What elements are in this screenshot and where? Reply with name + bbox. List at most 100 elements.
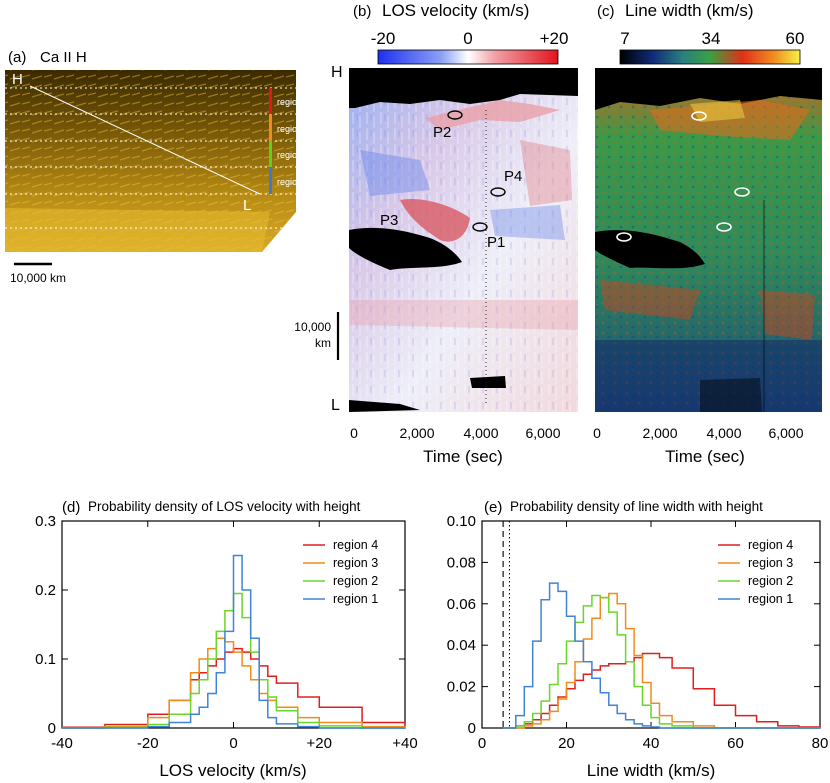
y-tick-label: 0.02: [447, 679, 476, 696]
x-tick-label: -40: [51, 735, 73, 752]
point-markers-b: [371, 110, 506, 242]
x-tick-label: 80: [812, 735, 829, 752]
series-line-region-1: [62, 554, 405, 729]
y-tick-label: 0: [48, 720, 56, 737]
region-label-2: region 2: [277, 150, 310, 160]
height-scale-unit: km: [315, 336, 331, 350]
line-width-map: [595, 68, 822, 412]
p3-label: P3: [380, 212, 398, 229]
panel-e-chart: (e) Probability density of line width wi…: [447, 499, 829, 780]
legend-label: region 1: [333, 592, 378, 606]
panel-d-series: [62, 554, 406, 729]
legend-label: region 4: [333, 538, 378, 552]
panel-d-title: Probability density of LOS velocity with…: [88, 499, 361, 514]
panel-b: (b) LOS velocity (km/s) -20 0 +20 H L 10…: [294, 1, 578, 466]
legend-label: region 3: [333, 556, 378, 570]
panel-a: (a) Ca II H H L region 4 region 3 region…: [5, 49, 310, 285]
p3-marker-c: [616, 232, 632, 242]
panel-b-xtick: 2,000: [399, 425, 434, 441]
series-line-region-4: [503, 652, 821, 729]
height-scale-value: 10,000: [294, 320, 331, 334]
panel-b-xlabel: Time (sec): [423, 447, 503, 466]
y-tick-label: 0.08: [447, 554, 476, 571]
y-tick-label: 0.06: [447, 596, 476, 613]
series-line-region-1: [503, 582, 820, 729]
slit-bottom-marker: L: [243, 197, 251, 214]
velocity-colorbar-tick-mid: 0: [463, 29, 472, 48]
panel-c-xticks: 0 2,000 4,000 6,000: [593, 425, 804, 441]
region-guide-lines: [5, 87, 296, 229]
slit-bottom-marker-b: L: [331, 397, 340, 414]
panel-d-chart: (d) Probability density of LOS velocity …: [35, 499, 418, 780]
panel-e-xlabel: Line width (km/s): [587, 761, 715, 780]
velocity-colorbar-tick-min: -20: [371, 29, 396, 48]
x-tick-label: 0: [229, 735, 237, 752]
p2-label: P2: [433, 124, 451, 141]
panel-c-label: (c): [597, 3, 615, 20]
region-label-1: region 1: [277, 177, 310, 187]
panel-c-xtick: 0: [593, 425, 601, 441]
p1-marker: [472, 222, 488, 232]
velocity-map: [349, 68, 578, 412]
panel-e-ticks: 0 20 40 60 80 0 0.02 0.04 0.06 0.08 0.10: [447, 513, 829, 752]
region-label-4: region 4: [277, 97, 310, 107]
y-tick-label: 0.1: [35, 651, 56, 668]
legend-label: region 3: [748, 556, 793, 570]
region-bar-3: [269, 114, 272, 141]
region-bar-4: [269, 88, 272, 114]
x-tick-label: -20: [137, 735, 159, 752]
slit-top-marker-b: H: [331, 64, 343, 81]
x-tick-label: 60: [727, 735, 744, 752]
panel-c-xlabel: Time (sec): [665, 447, 745, 466]
x-tick-label: 0: [478, 735, 486, 752]
x-tick-label: 40: [643, 735, 660, 752]
panel-b-title: LOS velocity (km/s): [382, 1, 529, 20]
region-bar-1: [269, 167, 272, 194]
region-bar-2: [269, 141, 272, 167]
slit-path-line: [29, 85, 261, 195]
legend-label: region 2: [748, 574, 793, 588]
slit-top-marker: H: [12, 71, 23, 88]
panel-b-xtick: 0: [350, 425, 358, 441]
legend-label: region 4: [748, 538, 793, 552]
x-tick-label: +40: [392, 735, 417, 752]
width-colorbar-tick-mid: 34: [702, 29, 721, 48]
x-tick-label: 20: [558, 735, 575, 752]
p1-marker-c: [716, 222, 732, 232]
panel-e-series: [503, 582, 821, 729]
panel-b-xticks: 0 2,000 4,000 6,000: [350, 425, 561, 441]
panel-c-xtick: 4,000: [706, 425, 741, 441]
point-markers-c: [616, 111, 750, 242]
panel-e-legend: region 4 region 3 region 2 region 1: [718, 538, 793, 606]
width-colorbar-tick-max: 60: [786, 29, 805, 48]
y-tick-label: 0.3: [35, 513, 56, 530]
velocity-colorbar-tick-max: +20: [540, 29, 569, 48]
panel-b-label: (b): [353, 3, 371, 20]
p4-marker-c: [734, 187, 750, 197]
y-tick-label: 0.2: [35, 582, 56, 599]
panel-b-xtick: 6,000: [525, 425, 560, 441]
series-line-region-2: [503, 594, 820, 729]
scale-bar-label: 10,000 km: [10, 271, 66, 285]
panel-e-title: Probability density of line width with h…: [510, 499, 763, 514]
panel-c-xtick: 6,000: [768, 425, 803, 441]
series-line-region-3: [62, 637, 406, 729]
p2-marker: [447, 110, 463, 120]
p3-marker: [371, 232, 387, 242]
p1-label: P1: [487, 234, 505, 251]
panel-d-xlabel: LOS velocity (km/s): [159, 761, 306, 780]
panel-a-label: (a): [8, 49, 26, 66]
ca-ii-h-image: [5, 70, 296, 252]
p4-marker: [490, 187, 506, 197]
velocity-colorbar: [377, 49, 559, 65]
region-label-3: region 3: [277, 124, 310, 134]
panel-b-xtick: 4,000: [463, 425, 498, 441]
p2-marker-c: [691, 111, 707, 121]
panel-c: (c) Line width (km/s) 7 34 60 0 2,00: [593, 1, 822, 466]
panel-e-label: (e): [484, 499, 502, 516]
panel-d-label: (d): [62, 499, 80, 516]
series-line-region-4: [62, 647, 406, 729]
width-colorbar-tick-min: 7: [620, 29, 629, 48]
width-colorbar: [619, 49, 801, 65]
